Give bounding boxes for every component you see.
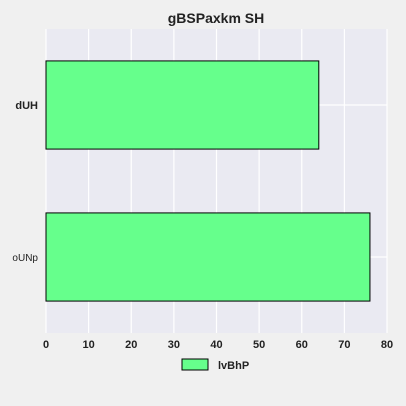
x-tick-label: 0 [43, 339, 49, 351]
y-tick-label: dUH [15, 100, 38, 112]
x-tick-label: 20 [125, 339, 137, 351]
x-tick-label: 10 [83, 339, 95, 351]
x-tick-label: 80 [381, 339, 393, 351]
legend-label: lvBhP [218, 360, 249, 372]
bar [45, 60, 320, 150]
x-tick-label: 60 [296, 339, 308, 351]
bar [45, 212, 371, 302]
y-axis: dUH oUNp [12, 100, 38, 264]
y-tick-label: oUNp [12, 253, 38, 264]
x-tick-label: 50 [253, 339, 265, 351]
x-tick-label: 30 [168, 339, 180, 351]
legend: lvBhP [181, 358, 249, 372]
bars [45, 60, 371, 302]
legend-swatch [181, 358, 209, 371]
x-axis: 0 10 20 30 40 50 60 70 80 [43, 339, 393, 351]
x-tick-label: 40 [210, 339, 222, 351]
x-tick-label: 70 [338, 339, 350, 351]
chart-title: gBSPaxkm SH [168, 10, 264, 26]
